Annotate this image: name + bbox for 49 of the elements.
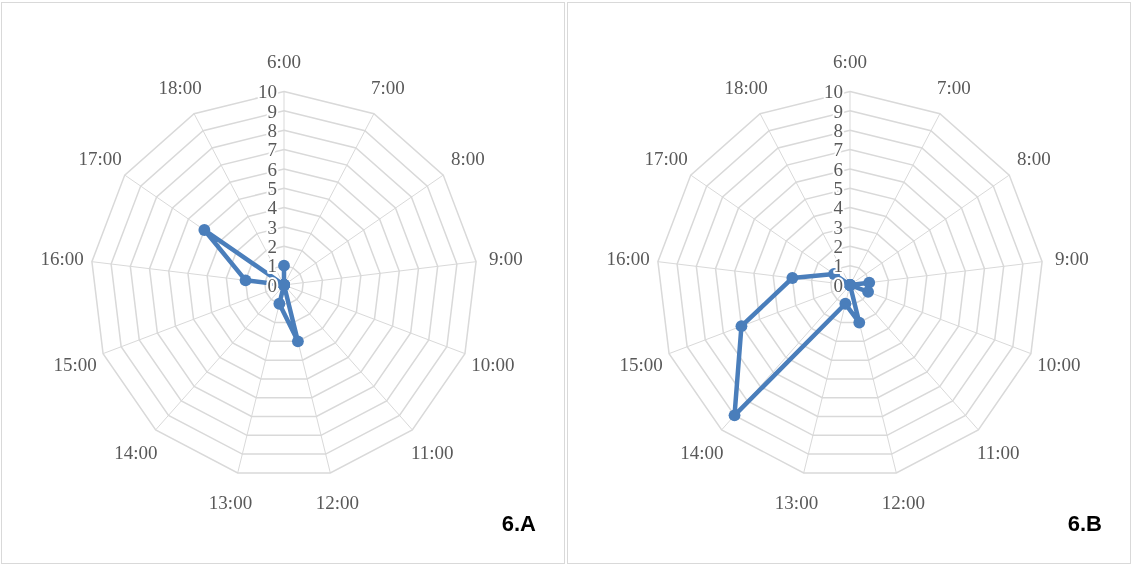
- spoke-label: 9:00: [1054, 247, 1089, 269]
- spoke-label: 8:00: [1017, 147, 1051, 169]
- spoke-label: 13:00: [208, 491, 253, 513]
- spoke-label: 7:00: [370, 76, 405, 98]
- y-tick-label: 7: [833, 139, 843, 161]
- y-tick-label: 9: [267, 100, 277, 122]
- y-tick-label: 2: [267, 235, 277, 257]
- y-tick-label: 4: [267, 197, 278, 219]
- text: 6.B: [1067, 511, 1102, 536]
- spoke-label: 6:00: [833, 51, 867, 73]
- y-tick-label: 1: [833, 255, 843, 277]
- y-tick-label: 0: [833, 274, 843, 296]
- spoke-label: 16:00: [40, 247, 84, 269]
- spoke-label: 14:00: [680, 441, 724, 463]
- spoke-label: 15:00: [53, 353, 97, 375]
- spoke-label: 10:00: [471, 353, 515, 375]
- y-tick-label: 9: [833, 100, 843, 122]
- y-tick-label: 4: [833, 197, 844, 219]
- spoke-label: 17:00: [644, 147, 688, 169]
- spoke-label: 12:00: [315, 491, 360, 513]
- spoke-label: 14:00: [114, 441, 158, 463]
- spoke-label: 11:00: [976, 441, 1020, 463]
- y-tick-label: 3: [267, 216, 277, 238]
- y-tick-label: 8: [833, 119, 843, 141]
- y-tick-label: 1: [267, 255, 277, 277]
- text: 6.A: [501, 511, 537, 536]
- y-tick-label: 7: [267, 139, 277, 161]
- y-tick-label: 5: [833, 177, 843, 199]
- spoke-label: 12:00: [881, 491, 926, 513]
- spoke-label: 18:00: [724, 76, 768, 98]
- spoke-label: 17:00: [78, 147, 122, 169]
- y-tick-label: 10: [824, 81, 843, 103]
- y-tick-label: 6: [267, 158, 277, 180]
- spoke-label: 16:00: [606, 247, 650, 269]
- spoke-label: 18:00: [158, 76, 202, 98]
- y-tick-label: 2: [833, 235, 843, 257]
- spoke-label: 9:00: [488, 247, 523, 269]
- spoke-label: 15:00: [619, 353, 663, 375]
- y-tick-label: 3: [833, 216, 843, 238]
- spoke-label: 7:00: [936, 76, 971, 98]
- y-tick-label: 6: [833, 158, 843, 180]
- y-tick-label: 10: [258, 81, 277, 103]
- spoke-label: 8:00: [451, 147, 485, 169]
- spoke-label: 6:00: [267, 51, 301, 73]
- spoke-label: 13:00: [774, 491, 819, 513]
- y-tick-label: 5: [267, 177, 277, 199]
- spoke-label: 10:00: [1037, 353, 1081, 375]
- spoke-label: 11:00: [410, 441, 454, 463]
- y-tick-label: 8: [267, 119, 277, 141]
